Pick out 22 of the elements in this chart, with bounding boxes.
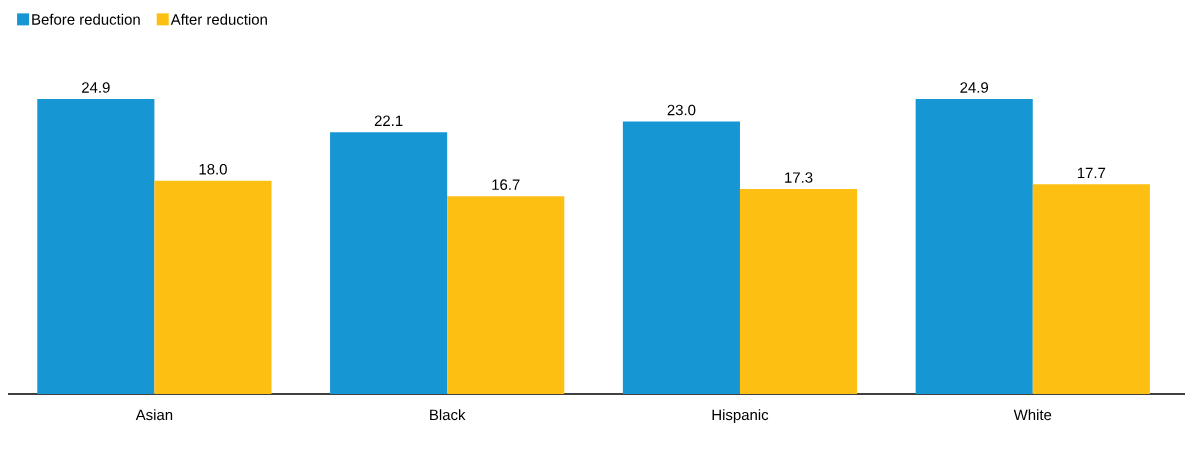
data-label: 23.0 — [667, 104, 696, 116]
bar — [915, 98, 1033, 394]
data-label: 22.1 — [374, 115, 403, 126]
x-tick-label: Black — [430, 409, 466, 421]
data-label: 17.7 — [1077, 167, 1106, 179]
data-label: 16.7 — [492, 179, 520, 190]
bar — [622, 121, 740, 394]
legend-label: Before reduction — [32, 13, 140, 25]
bar — [330, 132, 448, 394]
bar — [1032, 184, 1150, 394]
x-tick-label: Hispanic — [712, 409, 769, 424]
x-tick-label: White — [1013, 409, 1052, 421]
bar — [154, 180, 272, 394]
x-tick-label: Asian — [135, 409, 173, 421]
data-label: 24.9 — [82, 82, 110, 93]
data-label: 24.9 — [960, 82, 989, 93]
bar — [447, 196, 565, 394]
bar — [739, 189, 858, 394]
legend-label: After reduction — [170, 13, 267, 25]
data-label: 17.3 — [785, 172, 813, 183]
bar — [37, 98, 155, 394]
data-label: 18.0 — [199, 163, 227, 175]
